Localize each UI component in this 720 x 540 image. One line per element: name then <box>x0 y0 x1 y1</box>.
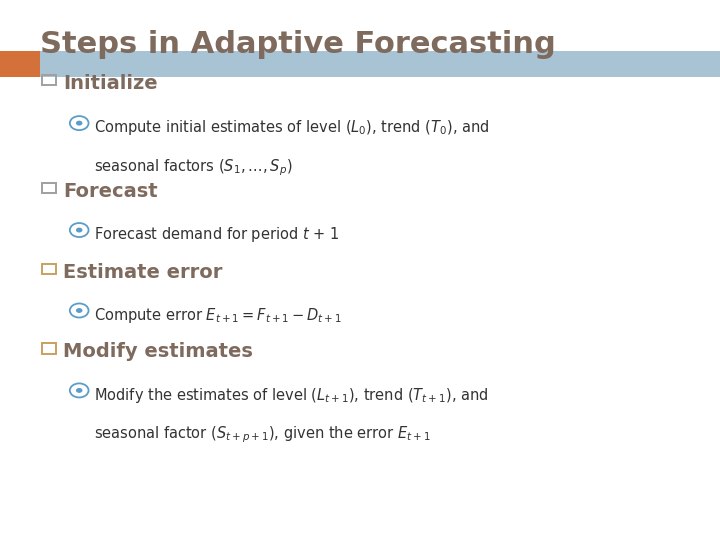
Text: Modify estimates: Modify estimates <box>63 342 253 361</box>
Text: Compute initial estimates of level ($L_0$), trend ($T_0$), and: Compute initial estimates of level ($L_0… <box>94 118 489 137</box>
Bar <box>42 183 56 193</box>
Circle shape <box>76 308 83 313</box>
Bar <box>40 51 720 77</box>
Text: Compute error $E_{t+1} = F_{t+1} - D_{t+1}$: Compute error $E_{t+1} = F_{t+1} - D_{t+… <box>94 306 341 325</box>
Text: Steps in Adaptive Forecasting: Steps in Adaptive Forecasting <box>40 30 555 59</box>
Circle shape <box>76 120 83 126</box>
Text: seasonal factors ($S_1,\ldots,S_p$): seasonal factors ($S_1,\ldots,S_p$) <box>94 157 292 178</box>
Bar <box>42 75 56 85</box>
Text: Initialize: Initialize <box>63 74 158 93</box>
Bar <box>42 343 56 354</box>
Circle shape <box>76 388 83 393</box>
Circle shape <box>76 227 83 233</box>
Text: Forecast: Forecast <box>63 182 158 201</box>
Text: Estimate error: Estimate error <box>63 263 222 282</box>
Bar <box>42 264 56 274</box>
Bar <box>0 51 40 77</box>
Text: Modify the estimates of level ($L_{t+1}$), trend ($T_{t+1}$), and: Modify the estimates of level ($L_{t+1}$… <box>94 386 488 404</box>
Text: seasonal factor ($S_{t+p+1}$), given the error $E_{t+1}$: seasonal factor ($S_{t+p+1}$), given the… <box>94 424 431 445</box>
Text: Forecast demand for period $t$ + 1: Forecast demand for period $t$ + 1 <box>94 225 339 244</box>
